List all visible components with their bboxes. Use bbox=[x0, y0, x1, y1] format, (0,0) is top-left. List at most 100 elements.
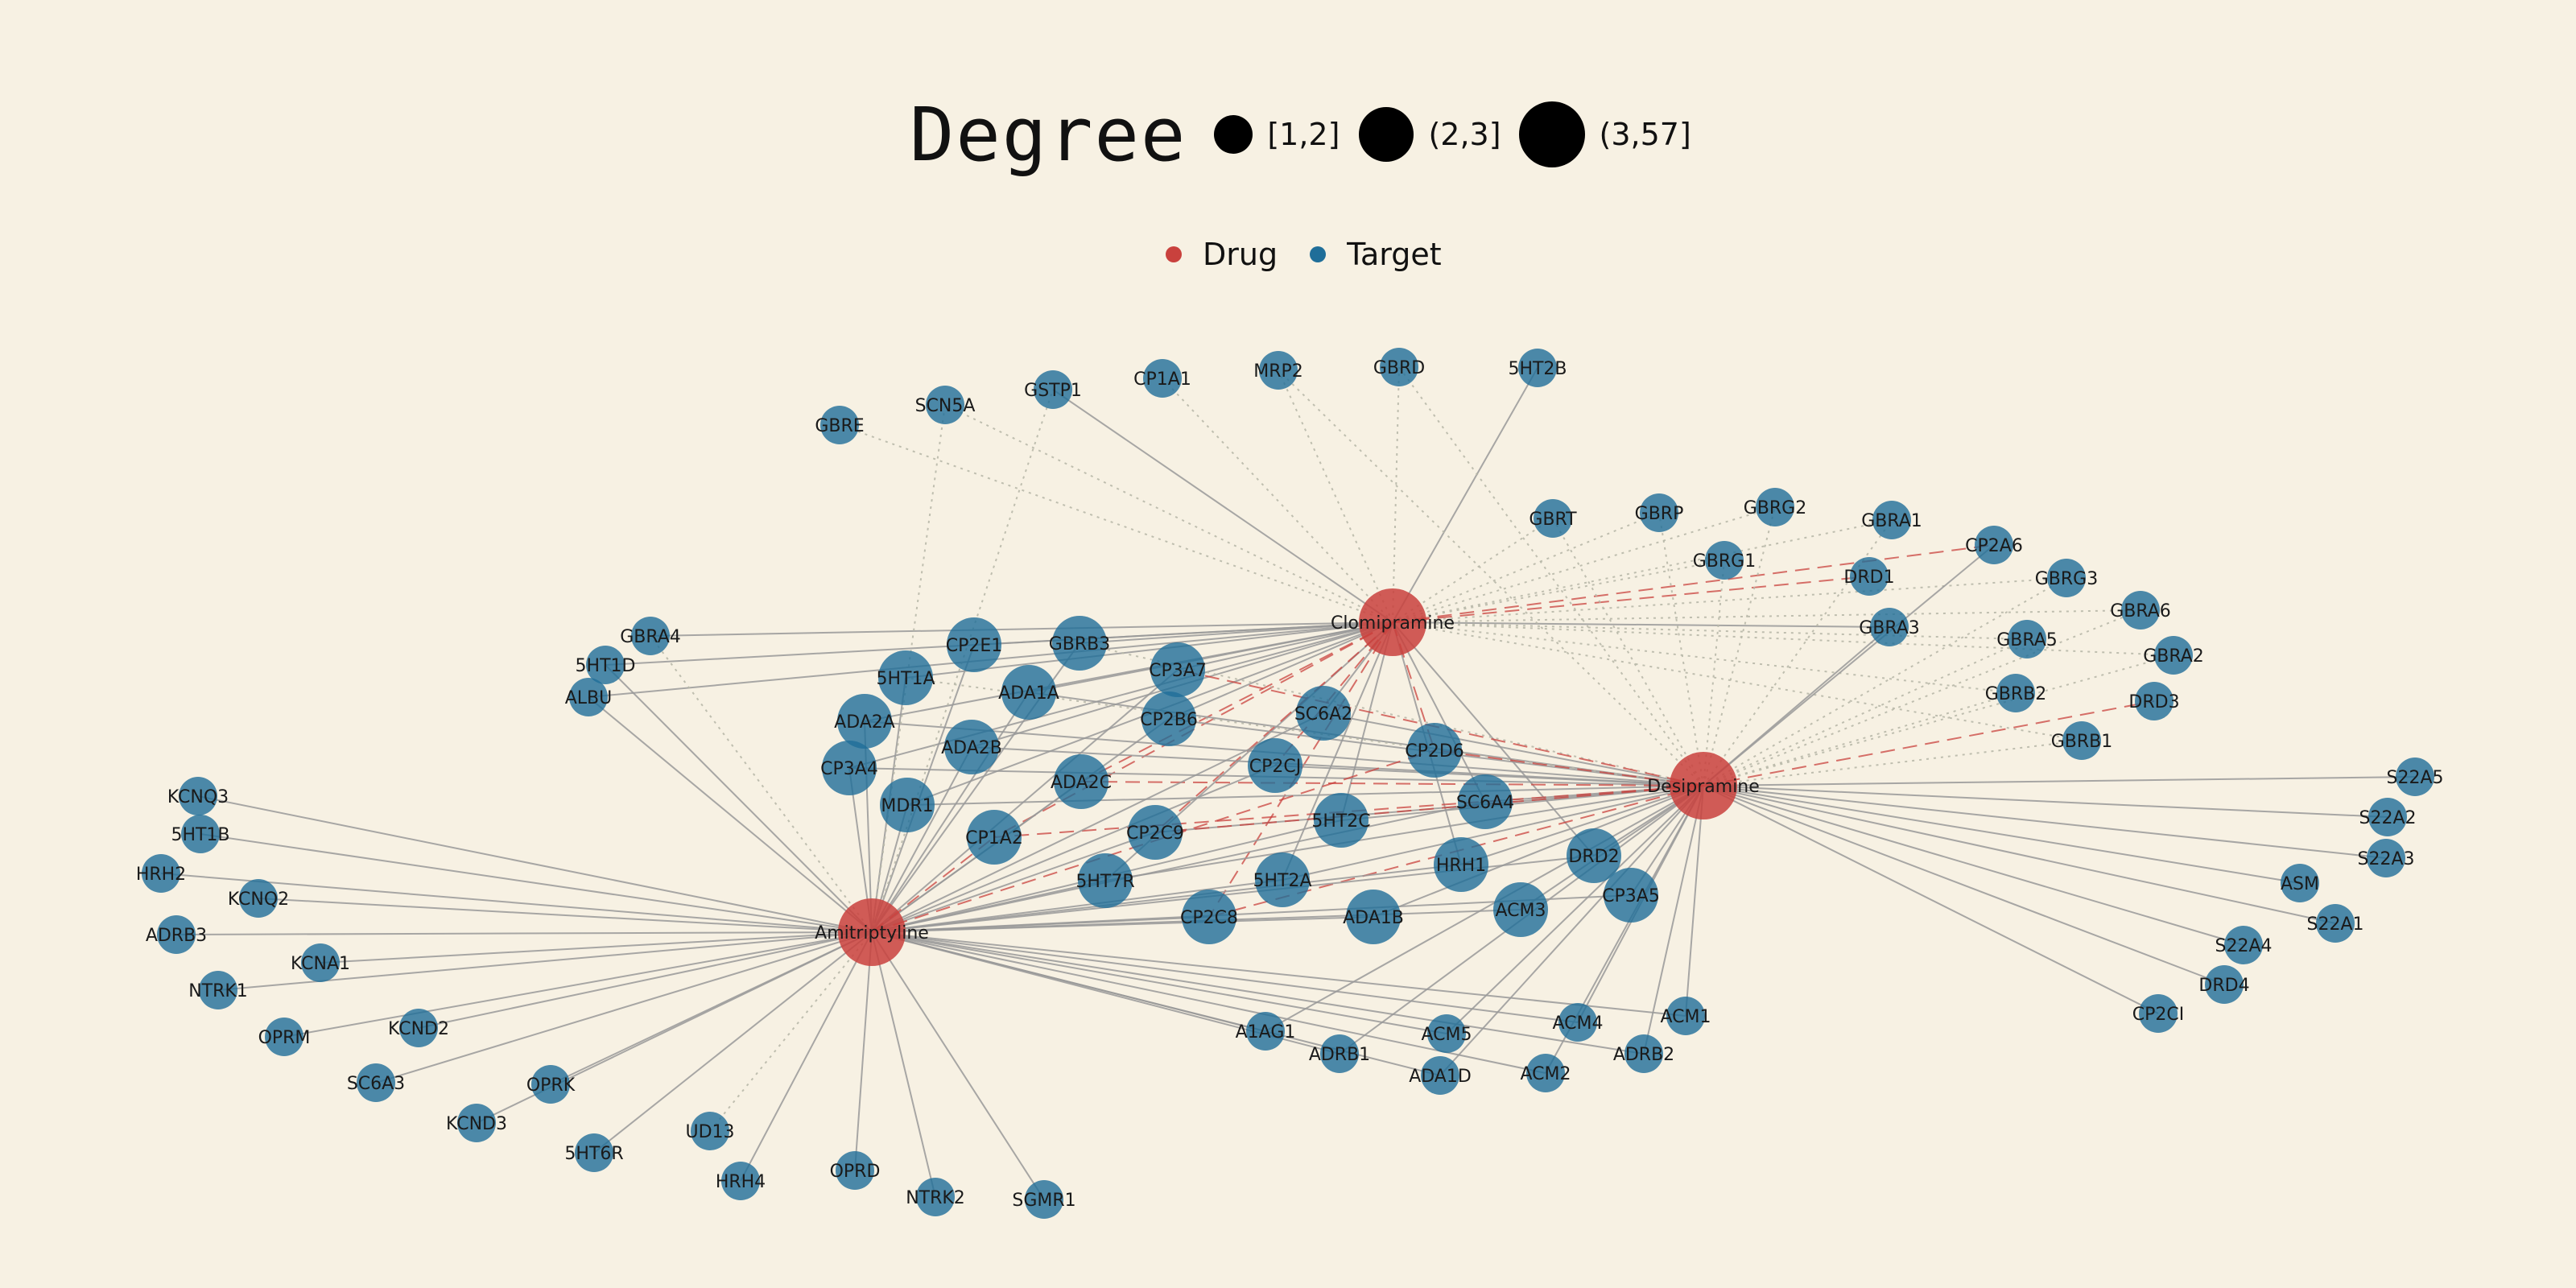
target-node-acm2[interactable] bbox=[1526, 1054, 1565, 1092]
target-node-kcnq2[interactable] bbox=[239, 879, 278, 918]
target-node-adrb1[interactable] bbox=[1320, 1034, 1359, 1073]
target-node-a1ag1[interactable] bbox=[1246, 1012, 1285, 1051]
target-node-oprm[interactable] bbox=[265, 1018, 303, 1056]
target-node-cp2e1[interactable] bbox=[947, 617, 1001, 672]
target-node-gbra6[interactable] bbox=[2121, 591, 2160, 630]
target-node-5ht2a[interactable] bbox=[1255, 852, 1310, 907]
target-node-ada2a[interactable] bbox=[837, 694, 892, 749]
target-node-cp3a5[interactable] bbox=[1604, 868, 1658, 923]
target-node-cp2b6[interactable] bbox=[1141, 691, 1196, 746]
target-node-acm5[interactable] bbox=[1427, 1014, 1466, 1053]
target-node-gbra2[interactable] bbox=[2154, 636, 2193, 675]
target-node-kcnd3[interactable] bbox=[457, 1104, 496, 1142]
target-node-gbrb1[interactable] bbox=[2062, 721, 2101, 760]
target-node-gbra5[interactable] bbox=[2008, 620, 2046, 658]
target-node-mdr1[interactable] bbox=[880, 778, 935, 832]
target-node-sgmr1[interactable] bbox=[1025, 1180, 1063, 1219]
legend-drug-label: Drug bbox=[1203, 237, 1278, 272]
target-node-cp1a1[interactable] bbox=[1143, 359, 1182, 398]
target-node-ntrk1[interactable] bbox=[199, 971, 237, 1009]
target-node-gbrb3[interactable] bbox=[1052, 616, 1107, 671]
degree-legend-title: Degree bbox=[910, 91, 1187, 178]
target-node-asm[interactable] bbox=[2281, 864, 2319, 902]
edge-amitriptyline-oprd bbox=[854, 931, 873, 1171]
target-node-cp2d6[interactable] bbox=[1407, 723, 1462, 778]
target-node-acm4[interactable] bbox=[1558, 1003, 1597, 1042]
target-node-gstp1[interactable] bbox=[1034, 370, 1072, 409]
target-node-s22a5[interactable] bbox=[2396, 758, 2434, 796]
edge-clomipramine-cp2c8 bbox=[1208, 621, 1393, 918]
target-node-hrh2[interactable] bbox=[142, 854, 180, 893]
target-node-sc6a2[interactable] bbox=[1296, 686, 1351, 741]
target-node-oprd[interactable] bbox=[836, 1151, 874, 1190]
edge-desipramine-sc6a2 bbox=[1323, 712, 1704, 786]
target-node-gbrt[interactable] bbox=[1534, 499, 1572, 538]
target-node-adrb2[interactable] bbox=[1624, 1034, 1663, 1073]
target-node-5ht6r[interactable] bbox=[575, 1133, 613, 1172]
target-node-gbrg1[interactable] bbox=[1705, 541, 1744, 580]
target-node-cp2a6[interactable] bbox=[1975, 526, 2013, 564]
target-node-s22a3[interactable] bbox=[2367, 839, 2405, 877]
target-label-ada1a: ADA1A bbox=[998, 683, 1059, 704]
target-node-ada1d[interactable] bbox=[1421, 1056, 1459, 1095]
drug-node-amitriptyline[interactable] bbox=[838, 898, 906, 966]
degree-legend-dot-medium bbox=[1359, 107, 1414, 162]
target-node-acm3[interactable] bbox=[1493, 882, 1548, 937]
target-node-s22a4[interactable] bbox=[2224, 926, 2263, 964]
target-node-gbre[interactable] bbox=[820, 406, 859, 444]
target-node-drd1[interactable] bbox=[1850, 557, 1889, 596]
target-node-gbrg3[interactable] bbox=[2047, 559, 2086, 597]
target-node-s22a2[interactable] bbox=[2368, 798, 2407, 836]
target-node-albu[interactable] bbox=[569, 678, 608, 716]
drug-label-amitriptyline: Amitriptyline bbox=[815, 923, 929, 943]
target-node-mrp2[interactable] bbox=[1259, 351, 1298, 390]
target-node-ada1a[interactable] bbox=[1001, 665, 1056, 720]
target-node-5ht2c[interactable] bbox=[1314, 793, 1368, 848]
edge-clomipramine-gbrg3 bbox=[1392, 577, 2067, 623]
target-node-cp1a2[interactable] bbox=[967, 810, 1022, 865]
target-node-cp3a4[interactable] bbox=[822, 741, 877, 795]
edge-desipramine-cp2a6 bbox=[1703, 544, 1995, 786]
target-node-cp3a7[interactable] bbox=[1150, 642, 1205, 697]
target-node-s22a1[interactable] bbox=[2316, 904, 2355, 943]
target-node-hrh1[interactable] bbox=[1434, 837, 1488, 892]
target-node-gbrd[interactable] bbox=[1380, 348, 1418, 386]
target-node-drd2[interactable] bbox=[1567, 828, 1621, 883]
target-node-ada2b[interactable] bbox=[944, 720, 999, 774]
target-node-scn5a[interactable] bbox=[926, 386, 964, 424]
target-node-sc6a4[interactable] bbox=[1458, 774, 1513, 829]
target-node-kcnd2[interactable] bbox=[399, 1009, 438, 1047]
target-node-drd3[interactable] bbox=[2135, 682, 2174, 720]
target-node-hrh4[interactable] bbox=[721, 1162, 760, 1200]
edge-clomipramine-cp2a6 bbox=[1392, 544, 1995, 623]
target-node-gbra1[interactable] bbox=[1872, 501, 1911, 539]
target-node-ntrk2[interactable] bbox=[916, 1178, 955, 1216]
target-node-5ht1a[interactable] bbox=[878, 650, 933, 705]
drug-node-clomipramine[interactable] bbox=[1359, 588, 1426, 656]
target-node-5ht1d[interactable] bbox=[586, 646, 625, 684]
target-node-acm1[interactable] bbox=[1666, 997, 1705, 1035]
target-node-cp2c9[interactable] bbox=[1128, 805, 1183, 860]
target-node-gbrg2[interactable] bbox=[1756, 488, 1794, 526]
target-node-kcnq3[interactable] bbox=[179, 777, 217, 815]
target-node-kcna1[interactable] bbox=[301, 943, 340, 982]
target-node-adrb3[interactable] bbox=[157, 915, 196, 954]
target-node-5ht1b[interactable] bbox=[181, 815, 220, 853]
target-node-ada2c[interactable] bbox=[1054, 754, 1108, 809]
target-node-cp2cj[interactable] bbox=[1248, 738, 1302, 793]
target-node-gbrb2[interactable] bbox=[1996, 674, 2035, 712]
target-node-gbrp[interactable] bbox=[1640, 493, 1678, 532]
target-node-oprk[interactable] bbox=[531, 1065, 570, 1104]
target-node-5ht2b[interactable] bbox=[1518, 349, 1557, 387]
target-node-5ht7r[interactable] bbox=[1078, 853, 1133, 908]
target-node-gbra4[interactable] bbox=[631, 617, 670, 655]
target-node-sc6a3[interactable] bbox=[357, 1063, 395, 1102]
target-node-ada1b[interactable] bbox=[1346, 890, 1401, 944]
target-label-asm: ASM bbox=[2281, 874, 2319, 894]
target-node-ud13[interactable] bbox=[691, 1112, 729, 1150]
target-node-cp2ci[interactable] bbox=[2139, 994, 2178, 1033]
drug-node-desipramine[interactable] bbox=[1670, 752, 1737, 819]
target-node-gbra3[interactable] bbox=[1870, 608, 1909, 646]
target-node-cp2c8[interactable] bbox=[1182, 890, 1236, 944]
target-node-drd4[interactable] bbox=[2205, 965, 2244, 1004]
